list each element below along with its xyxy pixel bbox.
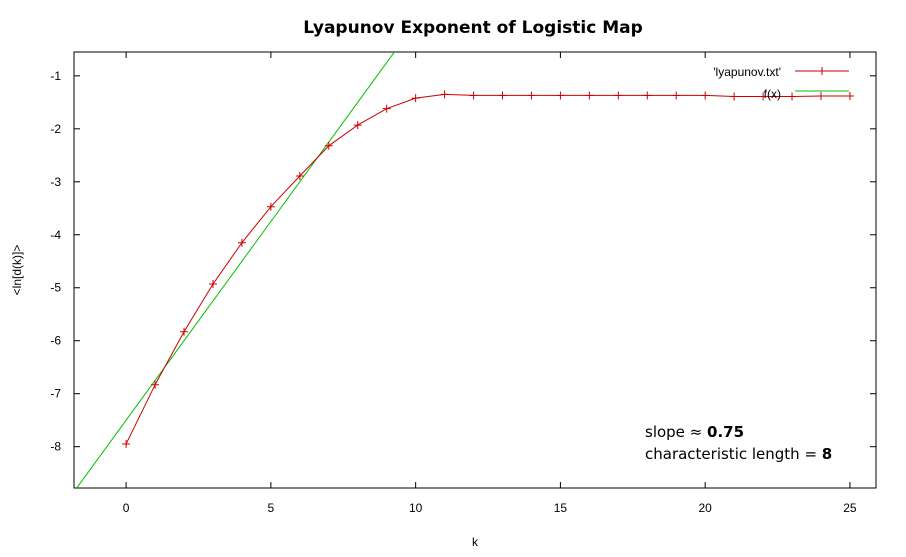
data-point-marker — [411, 94, 420, 103]
data-point-marker — [469, 91, 478, 100]
data-point-marker — [527, 91, 536, 100]
annotation-length-value: 8 — [822, 445, 832, 463]
data-point-marker — [151, 380, 160, 389]
data-point-marker — [585, 91, 594, 100]
y-tick-label: -3 — [50, 175, 61, 189]
y-axis-ticks: -1 -2 -3 -4 -5 -6 -7 -8 — [50, 69, 876, 454]
series-fx-line — [76, 52, 396, 488]
data-point-marker — [382, 104, 391, 113]
annotation-length-prefix: characteristic length = — [645, 445, 822, 463]
legend-marker-data — [818, 67, 826, 75]
data-point-marker — [208, 280, 217, 289]
plot-area — [76, 52, 854, 488]
data-point-marker — [816, 91, 825, 100]
y-axis-label: <ln[d(k)]> — [10, 245, 24, 296]
annotation-slope: slope ≈ 0.75 — [645, 423, 744, 441]
legend-label-data: 'lyapunov.txt' — [713, 65, 781, 79]
y-tick-label: -8 — [50, 440, 61, 454]
annotation-slope-prefix: slope ≈ — [645, 423, 707, 441]
data-point-marker — [672, 91, 681, 100]
y-tick-label: -7 — [50, 387, 61, 401]
plot-frame — [73, 51, 877, 489]
annotation-length: characteristic length = 8 — [645, 445, 832, 463]
data-point-marker — [266, 202, 275, 211]
y-tick-label: -2 — [50, 122, 61, 136]
data-point-marker — [122, 440, 131, 449]
data-point-marker — [353, 121, 362, 130]
x-tick-label: 10 — [409, 501, 423, 515]
data-point-marker — [180, 327, 189, 336]
series-lyapunov-line — [125, 93, 850, 445]
x-axis-label: k — [472, 535, 479, 549]
y-tick-label: -5 — [50, 281, 61, 295]
data-point-marker — [845, 91, 854, 100]
y-tick-label: -4 — [50, 228, 61, 242]
y-tick-label: -1 — [50, 69, 61, 83]
chart-title: Lyapunov Exponent of Logistic Map — [303, 18, 643, 38]
x-tick-label: 5 — [268, 501, 275, 515]
data-point-marker — [556, 91, 565, 100]
legend-label-fx: f(x) — [764, 87, 781, 101]
data-point-marker — [730, 92, 739, 101]
x-tick-label: 25 — [843, 501, 857, 515]
data-point-marker — [788, 92, 797, 101]
data-point-marker — [295, 171, 304, 180]
data-point-marker — [498, 91, 507, 100]
x-tick-label: 0 — [123, 501, 130, 515]
x-tick-label: 15 — [554, 501, 568, 515]
legend: 'lyapunov.txt' f(x) — [713, 65, 849, 101]
data-point-marker — [440, 90, 449, 99]
data-point-marker — [643, 91, 652, 100]
data-point-marker — [324, 141, 333, 150]
y-tick-label: -6 — [50, 334, 61, 348]
data-point-marker — [759, 92, 768, 101]
data-point-marker — [701, 91, 710, 100]
x-tick-label: 20 — [698, 501, 712, 515]
data-point-marker — [614, 91, 623, 100]
data-point-marker — [237, 238, 246, 247]
annotation-slope-value: 0.75 — [707, 423, 744, 441]
x-axis-ticks: 0 5 10 15 20 25 — [123, 52, 857, 515]
